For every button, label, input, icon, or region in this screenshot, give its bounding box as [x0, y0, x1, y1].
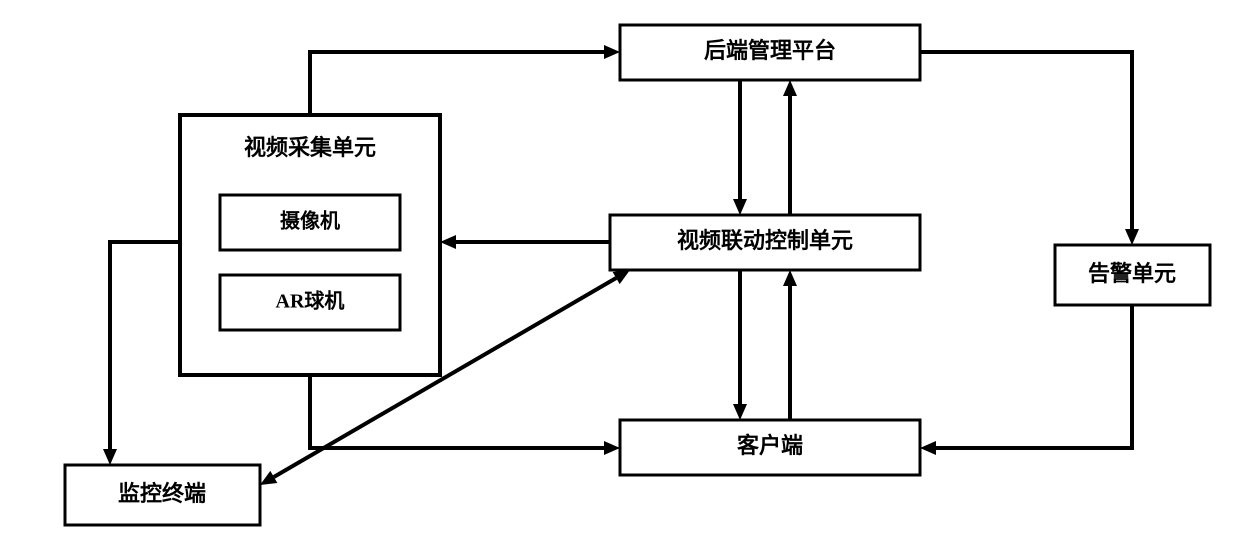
edge-vc-to-backend: [310, 45, 620, 115]
node-client: 客户端: [620, 420, 920, 475]
node-alarm: 告警单元: [1055, 245, 1210, 305]
node-camera: 摄像机: [220, 195, 400, 250]
edge-line-alarm-to-client: [936, 305, 1132, 448]
edge-backend-linkage-down: [733, 80, 747, 215]
node-label-camera: 摄像机: [280, 209, 340, 233]
node-monitor: 监控终端: [65, 465, 260, 525]
arrowhead-end-linkage-client-up: [783, 270, 797, 286]
edge-backend-linkage-up: [783, 80, 797, 215]
arrowhead-end-linkage-to-vc: [440, 235, 456, 249]
arrowhead-end-vc-to-monitor: [103, 449, 117, 465]
arrowhead-end-vc-to-client: [604, 441, 620, 455]
arrowhead-end-backend-linkage-up: [783, 80, 797, 96]
edge-line-backend-to-alarm: [920, 52, 1132, 229]
node-label-linkage: 视频联动控制单元: [677, 228, 853, 253]
arrowhead-end-backend-linkage-down: [733, 199, 747, 215]
node-label-alarm: 告警单元: [1088, 261, 1176, 286]
edge-vc-to-monitor: [103, 242, 180, 465]
edge-linkage-client-up: [783, 270, 797, 420]
node-label-video_collect: 视频采集单元: [244, 135, 376, 160]
edge-vc-to-client: [310, 375, 620, 455]
arrowhead-end-linkage-client-down: [733, 404, 747, 420]
arrowhead-end-backend-to-alarm: [1125, 229, 1139, 245]
edge-line-vc-to-monitor: [110, 242, 180, 449]
arrowhead-end-vc-to-backend: [604, 45, 620, 59]
node-linkage: 视频联动控制单元: [610, 215, 920, 270]
node-backend: 后端管理平台: [620, 25, 920, 80]
node-label-ar_dome: AR球机: [276, 289, 345, 313]
edge-alarm-to-client: [920, 305, 1132, 455]
edge-backend-to-alarm: [920, 52, 1139, 245]
node-label-monitor: 监控终端: [118, 481, 206, 506]
node-label-backend: 后端管理平台: [704, 38, 836, 63]
node-ar_dome: AR球机: [220, 275, 400, 330]
arrowhead-end-alarm-to-client: [920, 441, 936, 455]
edge-linkage-client-down: [733, 270, 747, 420]
edge-linkage-to-vc: [440, 235, 610, 249]
edge-line-vc-to-backend: [310, 52, 604, 115]
edge-line-vc-to-client: [310, 375, 604, 448]
node-label-client: 客户端: [737, 433, 803, 458]
